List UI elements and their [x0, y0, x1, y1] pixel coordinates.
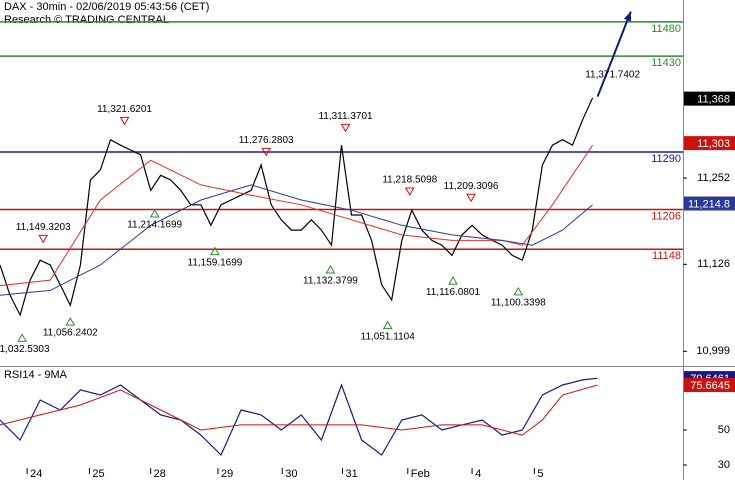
last-value-box [684, 136, 735, 151]
level-label: 11148 [652, 250, 681, 262]
high-marker [404, 187, 415, 196]
low-marker [65, 317, 76, 326]
pane-title: RSI14 - 9MA [4, 369, 68, 381]
y-tick-label: 10,999 [696, 345, 730, 357]
x-tick-label: 30 [285, 468, 297, 480]
low-marker [382, 320, 393, 330]
low-marker [448, 276, 458, 285]
series-line [0, 184, 593, 296]
annotation-label: 11,159.1699 [188, 257, 243, 268]
x-tick-label: 4 [475, 468, 481, 480]
last-value-box [684, 378, 735, 393]
level-label: 11206 [651, 210, 681, 222]
annotation-label: 11,276.2803 [239, 135, 294, 146]
annotation-label: 11,311.3701 [318, 111, 373, 122]
annotation-label: 11,218.5098 [382, 175, 437, 186]
level-label: 11430 [651, 57, 681, 69]
last-value-box [684, 91, 735, 106]
chart-title: DAX - 30min - 02/06/2019 05:43:56 (CET) [4, 1, 209, 13]
series-line [0, 97, 594, 317]
projection-arrowhead [623, 11, 632, 22]
annotation-label: 11,116.0801 [426, 287, 481, 298]
x-tick-label: 29 [221, 468, 233, 480]
last-value-label: 11,303 [697, 138, 730, 150]
y-tick-label: 11,252 [697, 172, 730, 184]
low-marker [149, 208, 160, 218]
x-tick-label: 31 [346, 468, 358, 480]
low-marker [325, 264, 336, 274]
level-label: 11290 [651, 153, 681, 165]
annotation-label: 11,321.6201 [97, 104, 152, 115]
annotation-label: 11,032.5303 [0, 344, 50, 355]
high-marker [466, 193, 476, 203]
high-marker [38, 234, 49, 244]
annotation-label: 11,209.3096 [444, 181, 499, 192]
x-tick-label: 28 [154, 468, 166, 480]
level-label: 11480 [651, 23, 681, 35]
x-tick-label: Feb [411, 468, 430, 480]
source: Research © TRADING CENTRAL [4, 14, 169, 26]
last-value-label: 75.6645 [690, 380, 730, 392]
annotation-label: 11,149.3203 [16, 222, 71, 233]
y-tick-label: 30 [718, 459, 730, 471]
last-value-label: 11,214.8 [688, 198, 730, 210]
x-tick-label: 5 [537, 468, 543, 480]
x-tick-label: 25 [92, 468, 104, 480]
series-line [0, 144, 594, 287]
low-marker [17, 333, 27, 342]
last-value-label: 11,368 [697, 94, 730, 106]
series-line [0, 377, 598, 457]
y-tick-label: 11,126 [697, 258, 730, 270]
low-marker [513, 286, 524, 296]
projection [596, 11, 632, 97]
annotation-label: 11,214.1699 [127, 220, 182, 231]
annotation-label: 11,132.3799 [303, 276, 358, 287]
last-value-box [684, 196, 735, 211]
annotation-label: 11,371.7402 [585, 70, 640, 81]
low-marker [210, 246, 220, 256]
high-marker [261, 147, 272, 157]
annotation-label: 11,051.1104 [361, 331, 416, 342]
y-tick-label: 50 [718, 424, 730, 436]
series-line [0, 384, 598, 436]
x-tick-label: 24 [30, 468, 42, 480]
high-marker [119, 116, 130, 126]
annotation-label: 11,056.2402 [43, 328, 98, 339]
high-marker [340, 123, 351, 133]
annotation-label: 11,100.3398 [491, 298, 546, 309]
